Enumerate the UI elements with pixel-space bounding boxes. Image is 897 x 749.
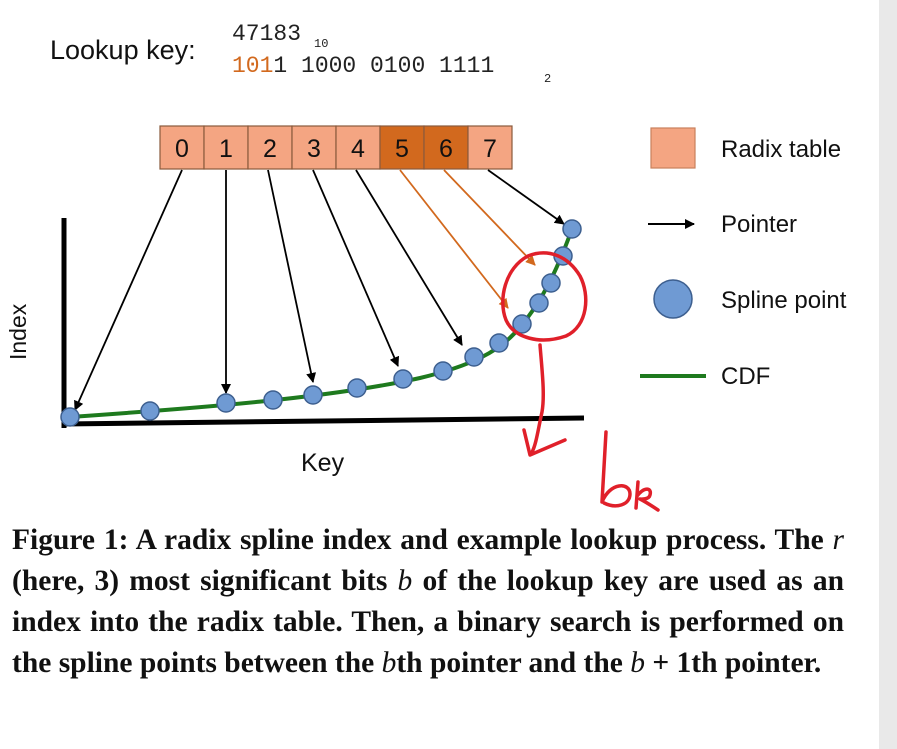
legend-pointer-label: Pointer (721, 211, 797, 238)
pointer-7 (487, 169, 565, 225)
spline-points (60, 219, 582, 427)
cdf-curve (69, 228, 574, 419)
caption-var-b: b (630, 647, 645, 679)
radix-cell-label: 1 (219, 135, 233, 163)
pointer-5 (399, 169, 509, 309)
legend-spline-label: Spline point (721, 287, 847, 314)
spline-point (216, 393, 236, 413)
caption-text: + 1th pointer. (644, 647, 822, 679)
lookup-key-binary-msb: 101 (232, 53, 273, 79)
radix-table: 0 1 2 3 4 5 6 7 (159, 125, 513, 170)
spline-point (464, 347, 484, 367)
spline-point (393, 369, 413, 389)
legend-radix-label: Radix table (721, 136, 841, 163)
radix-cell-label: 0 (175, 135, 189, 163)
radix-cell-2 (247, 125, 293, 170)
spline-point (60, 407, 80, 427)
y-axis-label: Index (5, 303, 31, 360)
pointer-0 (74, 169, 183, 411)
annotation-text: bk (0, 0, 2, 1)
spline-point (140, 401, 160, 421)
lookup-key-binary: 1011 1000 0100 1111 (232, 53, 494, 79)
pointer-3 (312, 169, 400, 367)
annotation-letter-k-stroke (634, 480, 660, 512)
annotation-letter-b-stroke (600, 430, 632, 508)
lookup-key-decimal: 47183 (232, 21, 301, 47)
pointer-2 (267, 169, 317, 383)
annotation-stem (530, 343, 546, 454)
radix-cell-1 (203, 125, 249, 170)
caption-var-r: r (832, 524, 844, 556)
pointer-6 (443, 169, 536, 266)
radix-cell-label: 3 (307, 135, 321, 163)
spline-point (303, 385, 323, 405)
spline-point (562, 219, 582, 239)
annotation-letter-b: b (0, 0, 1, 1)
radix-cell-label: 2 (263, 135, 277, 163)
radix-cell-4 (335, 125, 381, 170)
handwritten-annotation (501, 251, 660, 512)
legend-spline-icon (653, 279, 693, 319)
radix-cell-3 (291, 125, 337, 170)
caption-var-b: b (381, 647, 397, 679)
caption-text: of the lookup key are used as an index i… (12, 565, 844, 679)
spline-point (489, 333, 509, 353)
lookup-key-label: Lookup key: (50, 35, 196, 65)
lookup-key-binary-base: 2 (544, 72, 551, 86)
caption-text: th pointer and the (396, 647, 631, 679)
annotation-circle (501, 251, 588, 342)
lookup-key-binary-rest: 1 1000 0100 1111 (273, 53, 494, 79)
radix-cell-label: 6 (439, 135, 453, 163)
legend-radix-swatch (650, 127, 696, 169)
x-axis (61, 415, 585, 427)
lookup-key-decimal-base: 10 (314, 37, 328, 51)
scrollbar-track[interactable] (879, 0, 897, 749)
spline-point (541, 273, 561, 293)
caption-text: (here, 3) most significant bits (12, 565, 398, 597)
annotation-arrowhead (522, 428, 567, 457)
caption-var-b: b (397, 565, 413, 597)
spline-point (347, 378, 367, 398)
annotation-letter-k: k (1, 0, 2, 1)
legend-cdf-label: CDF (721, 363, 770, 390)
spline-point (433, 361, 453, 381)
caption-text: Figure 1: A radix spline index and examp… (12, 524, 833, 556)
spline-point (263, 390, 283, 410)
radix-cell-label: 7 (483, 135, 497, 163)
figure-caption: Figure 1: A radix spline index and examp… (12, 520, 844, 684)
x-axis-label: Key (301, 449, 345, 477)
spline-point (529, 293, 549, 313)
spline-point (512, 314, 532, 334)
pointer-4 (355, 169, 463, 346)
radix-cell-7 (467, 125, 513, 170)
legend: Radix table Pointer Spline point CDF (640, 127, 847, 390)
pointer-arrows (74, 169, 565, 411)
radix-cell-label: 4 (351, 135, 365, 163)
radix-cell-label: 5 (395, 135, 409, 163)
